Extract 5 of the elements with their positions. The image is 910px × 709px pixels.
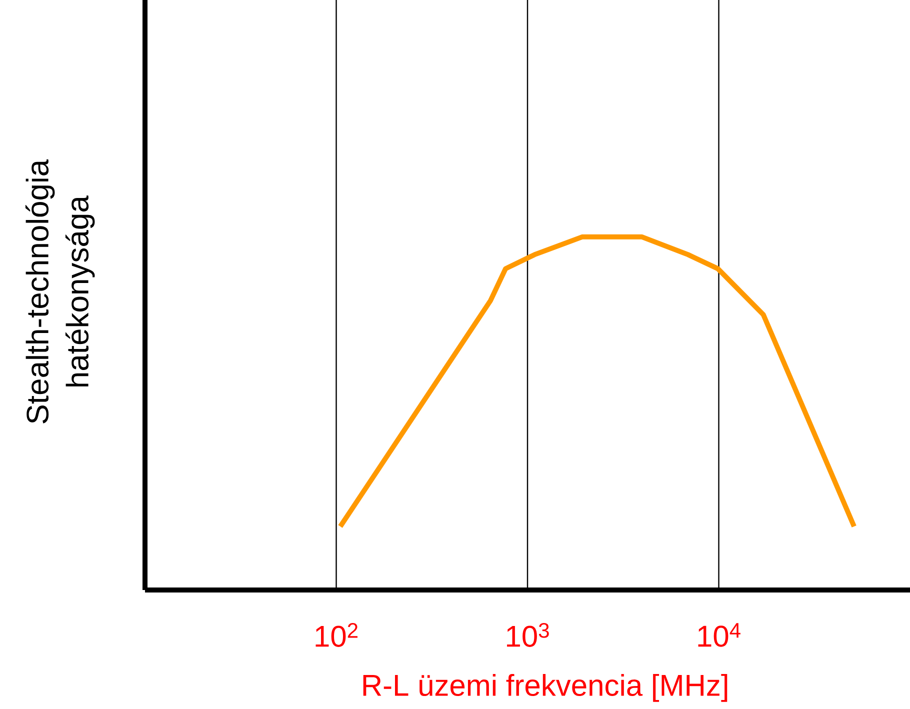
x-tick-label: 10$^{2}$ xyxy=(316,623,358,647)
x-axis-title: R-L üzemi frekvencia [MHz] xyxy=(363,674,728,702)
y-axis-title: Stealth-technológia hatékonysága xyxy=(25,159,95,424)
x-tick-label: 10$^{4}$ xyxy=(698,623,740,647)
x-tick-label: 10$^{3}$ xyxy=(507,623,549,647)
